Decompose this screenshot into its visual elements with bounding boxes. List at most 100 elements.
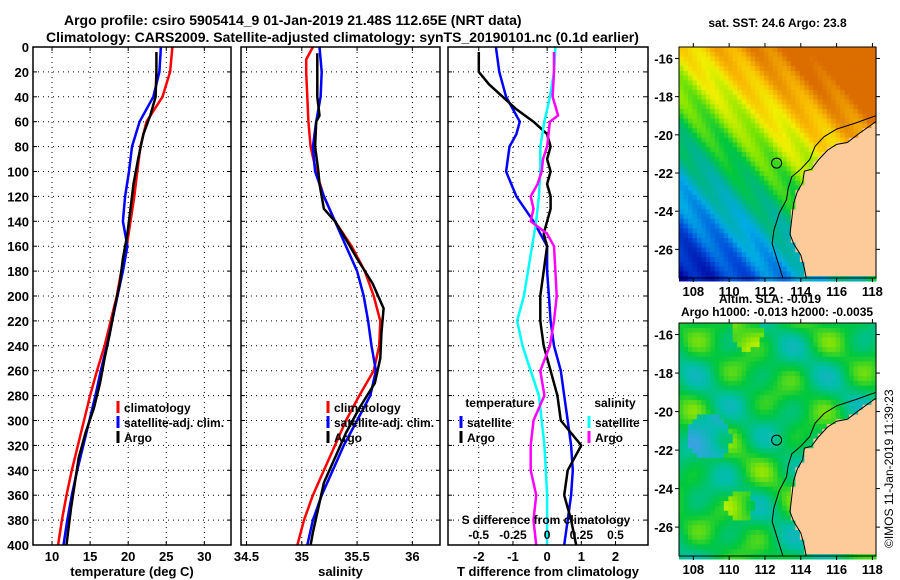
map-cell	[750, 414, 756, 420]
map-cell	[705, 544, 711, 550]
map-cell	[755, 132, 761, 139]
map-cell	[840, 161, 846, 167]
map-cell	[804, 419, 810, 425]
map-cell	[844, 457, 850, 464]
map-cell	[844, 366, 850, 372]
map-cell	[831, 271, 837, 277]
map-cell	[679, 395, 685, 401]
map-cell	[719, 261, 725, 268]
map-cell	[710, 525, 716, 531]
map-cell	[831, 347, 837, 353]
map-cell	[714, 137, 720, 144]
map-cell	[822, 356, 828, 363]
map-cell	[696, 371, 702, 377]
map-cell	[723, 66, 729, 72]
map-cell	[808, 424, 814, 430]
map-cell	[679, 209, 685, 215]
map-cell	[808, 61, 814, 67]
map-cell	[835, 404, 841, 411]
map-cell	[688, 453, 694, 459]
map-cell	[782, 161, 788, 167]
map-cell	[822, 257, 828, 263]
map-cell	[862, 438, 868, 444]
map-cell	[799, 113, 805, 120]
map-cell	[782, 453, 788, 459]
map-cell	[840, 472, 846, 478]
map-cell	[862, 118, 868, 124]
map-cell	[759, 252, 765, 258]
map-cell	[759, 428, 765, 435]
map-cell	[732, 214, 738, 220]
map-cell	[853, 376, 859, 382]
map-cell	[782, 166, 788, 172]
map-cell	[692, 448, 698, 454]
map-cell	[813, 218, 819, 225]
map-cell	[853, 161, 859, 167]
map-cell	[826, 271, 832, 277]
map-cell	[822, 530, 828, 536]
map-cell	[871, 223, 877, 229]
map-cell	[755, 161, 761, 167]
map-cell	[822, 61, 828, 67]
map-cell	[782, 123, 788, 129]
map-cell	[728, 109, 734, 115]
map-cell	[679, 371, 685, 377]
map-cell	[741, 204, 747, 210]
map-cell	[732, 376, 738, 382]
map-cell	[822, 123, 828, 129]
map-cell	[790, 443, 796, 449]
map-cell	[840, 361, 846, 367]
map-cell	[768, 242, 774, 249]
map-cell	[844, 204, 850, 210]
map-cell	[858, 70, 864, 77]
map-cell	[831, 457, 837, 464]
map-cell	[732, 85, 738, 91]
map-cell	[804, 376, 810, 382]
map-cell	[710, 113, 716, 120]
map-cell	[871, 462, 877, 468]
map-cell	[701, 70, 707, 77]
map-cell	[790, 539, 796, 545]
map-cell	[759, 156, 765, 163]
map-cell	[683, 486, 689, 493]
map-cell	[804, 505, 810, 512]
map-cell	[786, 128, 792, 134]
map-cell	[849, 323, 855, 329]
map-cell	[817, 147, 823, 153]
map-cell	[705, 453, 711, 459]
map-cell	[790, 47, 796, 53]
map-cell	[782, 147, 788, 153]
map-cell	[858, 271, 864, 277]
map-cell	[790, 347, 796, 353]
map-cell	[813, 237, 819, 244]
map-cell	[705, 366, 711, 372]
map-cell	[782, 510, 788, 517]
map-cell	[696, 366, 702, 372]
map-cell	[723, 204, 729, 210]
map-cell	[822, 443, 828, 449]
map-cell	[746, 252, 752, 258]
map-cell	[817, 166, 823, 172]
map-cell	[822, 237, 828, 244]
map-cell	[755, 56, 761, 62]
map-cell	[853, 530, 859, 536]
map-cell	[750, 486, 756, 493]
map-cell	[822, 453, 828, 459]
map-cell	[750, 209, 756, 215]
map-cell	[768, 520, 774, 526]
map-cell	[728, 496, 734, 502]
map-cell	[741, 443, 747, 449]
map-cell	[804, 501, 810, 507]
map-cell	[777, 467, 783, 473]
map-cell	[683, 462, 689, 468]
map-cell	[688, 171, 694, 177]
map-cell	[773, 351, 779, 358]
map-cell	[759, 233, 765, 239]
map-cell	[705, 467, 711, 473]
map-cell	[849, 113, 855, 120]
map-cell	[844, 166, 850, 172]
map-cell	[723, 390, 729, 396]
x-axis-label: T difference from climatology	[457, 564, 640, 579]
map-cell	[826, 237, 832, 244]
map-cell	[808, 209, 814, 215]
